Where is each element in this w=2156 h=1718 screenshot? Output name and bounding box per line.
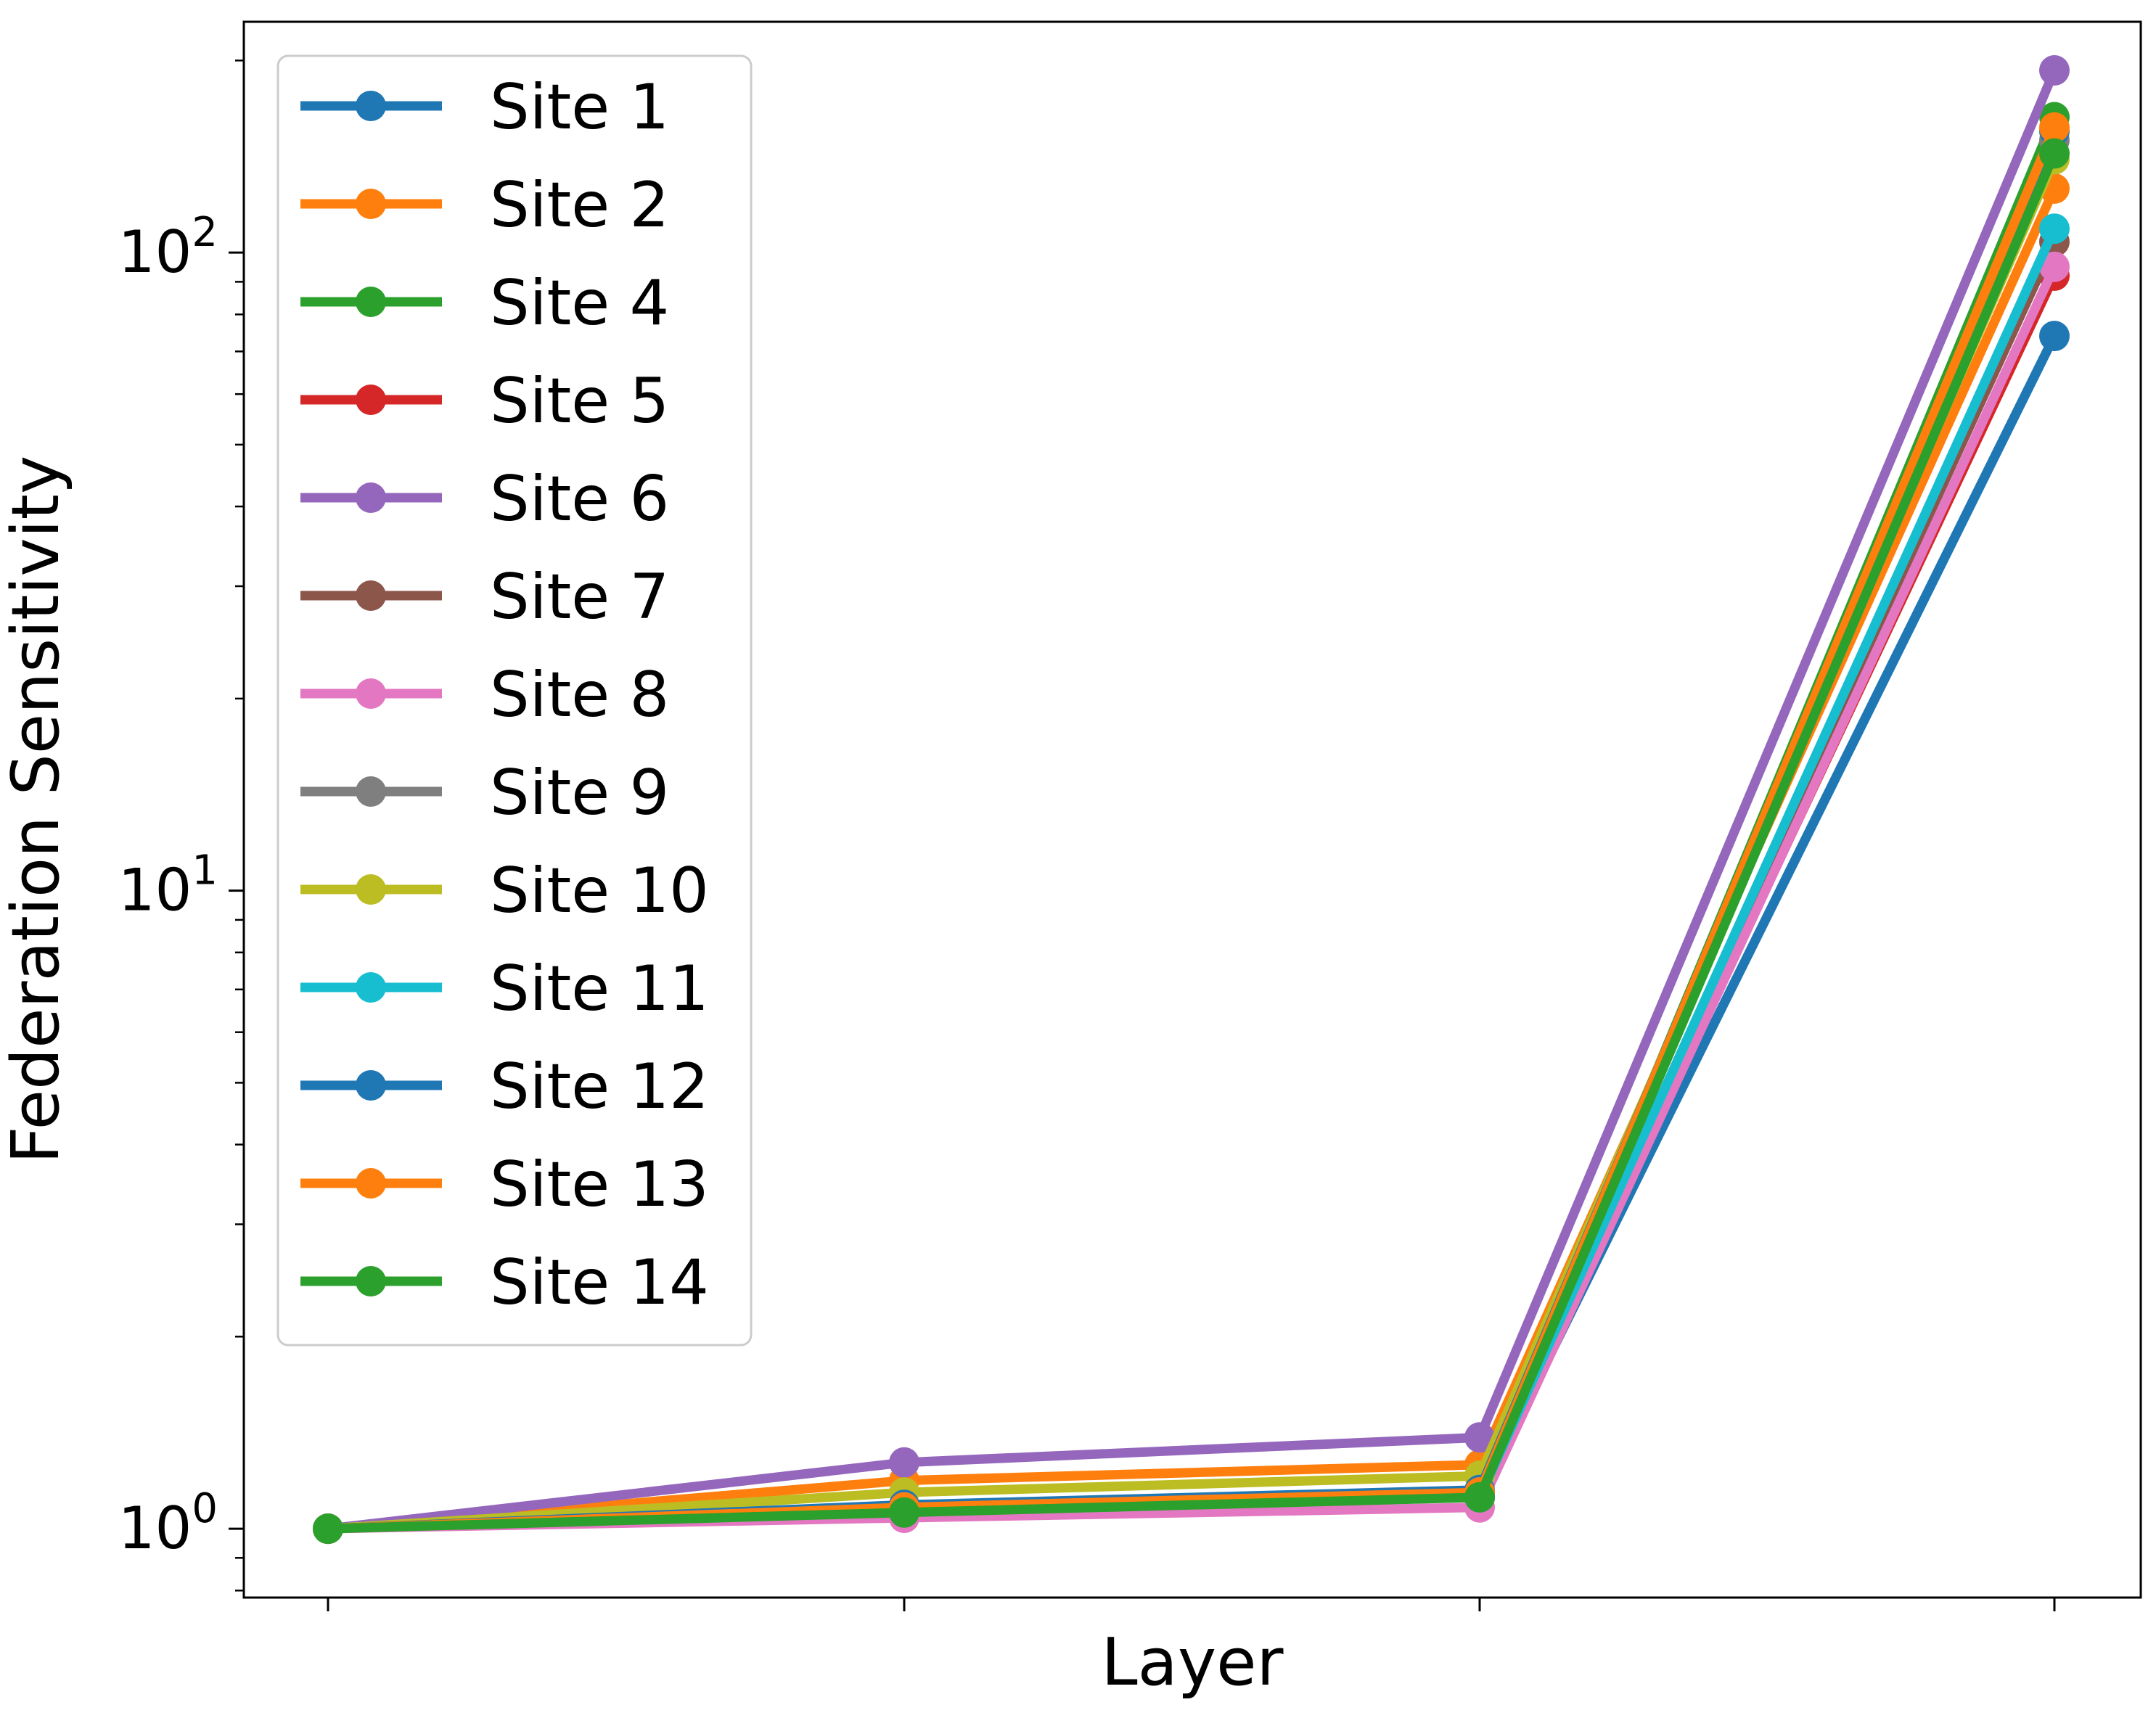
data-point (2039, 55, 2070, 86)
data-point (2039, 138, 2070, 169)
data-point (1464, 1422, 1495, 1453)
x-axis-label: Layer (1102, 1624, 1284, 1701)
legend-label: Site 8 (490, 659, 669, 731)
y-tick-label: 102 (118, 209, 218, 286)
data-point (889, 1447, 919, 1478)
data-point (2039, 213, 2070, 244)
legend-entry: Site 9 (300, 757, 669, 829)
data-point (889, 1497, 919, 1528)
legend-label: Site 11 (490, 953, 709, 1025)
data-point (2039, 112, 2070, 143)
legend-marker (356, 1070, 386, 1101)
legend-marker (356, 776, 386, 807)
legend-label: Site 14 (490, 1246, 709, 1319)
legend-marker (356, 385, 386, 415)
series-13 (313, 138, 2070, 1545)
legend-marker (356, 91, 386, 121)
legend-marker (356, 874, 386, 905)
legend-label: Site 5 (490, 365, 669, 437)
series-line (323, 65, 2059, 1534)
legend-label: Site 13 (490, 1148, 709, 1221)
legend-entry: Site 12 (300, 1051, 709, 1123)
series-5 (313, 55, 2070, 1545)
legend-marker (356, 1266, 386, 1296)
y-axis-label: Federation Sensitivity (0, 456, 74, 1164)
legend: Site 1 Site 2 Site 4 Site 5 Site 6 Site 7 Site… (276, 54, 753, 1347)
legend-marker (356, 678, 386, 709)
legend-label: Site 6 (490, 463, 669, 535)
series-layer (313, 55, 2070, 1545)
legend-entry: Site 6 (300, 463, 669, 535)
series-line (323, 149, 2059, 1534)
data-point (2039, 321, 2070, 352)
legend-entry: Site 7 (300, 561, 669, 633)
legend-label: Site 12 (490, 1051, 709, 1123)
legend-label: Site 10 (490, 855, 709, 927)
legend-entry: Site 2 (300, 169, 669, 242)
legend-marker (356, 580, 386, 611)
legend-entry: Site 14 (300, 1246, 709, 1319)
legend-box (276, 54, 753, 1347)
legend-marker (356, 287, 386, 317)
plot-frame (242, 20, 2142, 1599)
legend-label: Site 9 (490, 757, 669, 829)
legend-entry: Site 4 (300, 267, 669, 340)
y-tick-label: 101 (118, 847, 218, 924)
data-point (2039, 251, 2070, 282)
legend-entry: Site 8 (300, 659, 669, 731)
legend-label: Site 7 (490, 561, 669, 633)
axes-layer: 100 101 102 (118, 59, 2056, 1611)
legend-marker (356, 189, 386, 219)
legend-entry: Site 10 (300, 855, 709, 927)
legend-entry: Site 1 (300, 71, 669, 144)
legend-entry: Site 11 (300, 953, 709, 1025)
legend-marker (356, 1168, 386, 1199)
legend-label: Site 4 (490, 267, 669, 340)
legend-label: Site 1 (490, 71, 669, 144)
legend-label: Site 2 (490, 169, 669, 242)
legend-marker (356, 482, 386, 513)
legend-entry: Site 13 (300, 1148, 709, 1221)
legend-entry: Site 5 (300, 365, 669, 437)
data-point (1464, 1481, 1495, 1513)
y-tick-label: 100 (118, 1485, 218, 1562)
legend-marker (356, 972, 386, 1003)
data-point (313, 1513, 343, 1545)
